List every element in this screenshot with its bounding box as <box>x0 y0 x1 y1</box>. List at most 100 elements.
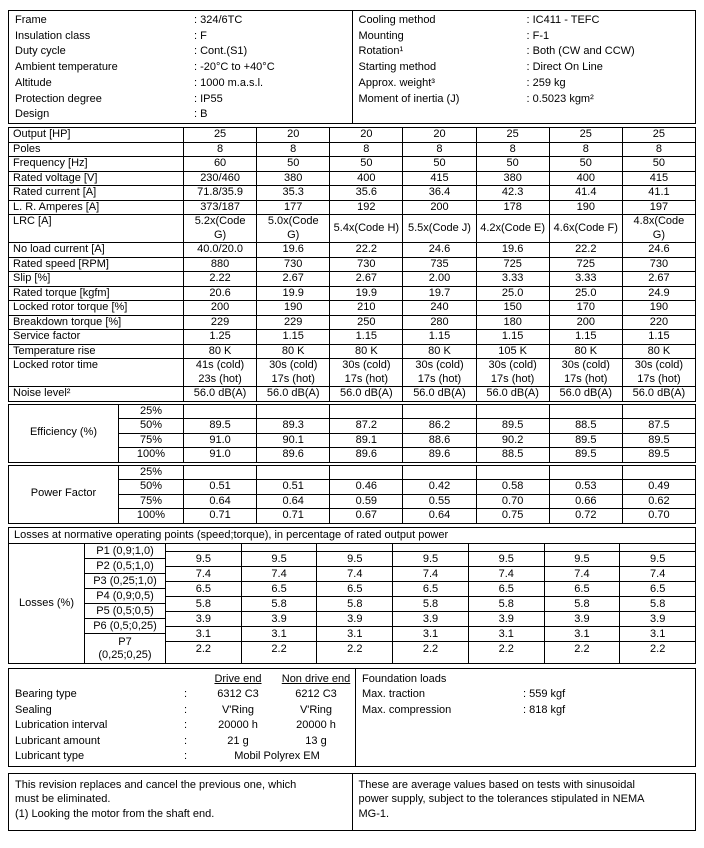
bearing-row-label: Lubrication interval <box>15 719 108 732</box>
spec-cell: 5.4x(Code H) <box>329 214 404 243</box>
bearing-header-row: Drive end Non drive end <box>9 672 355 688</box>
footer-notes: This revision replaces and cancel the pr… <box>8 772 696 831</box>
spec-row: Slip [%] 2.22 2.67 2.67 2.00 3.33 3.33 2.67 <box>8 271 697 287</box>
loss-value: 3.9 <box>544 610 620 626</box>
spec-cell: 400 <box>548 170 623 186</box>
spec-cell: 30s (cold) 17s (hot) <box>475 358 550 387</box>
loss-value: 2.2 <box>166 640 241 656</box>
power-factor-cell: 0.64 <box>256 493 331 509</box>
spec-cell: 35.6 <box>329 185 404 201</box>
spec-row: Service factor 1.25 1.15 1.15 1.15 1.15 1.15 1.… <box>8 329 697 345</box>
power-factor-cell: 0.64 <box>182 493 258 509</box>
spec-row-label: Service factor <box>8 329 184 345</box>
spec-cell: 735 <box>402 256 477 272</box>
spec-row: Breakdown torque [%] 229 229 250 280 180 200 22… <box>8 314 697 330</box>
losses-column: 9.5 7.4 6.5 5.8 3.9 3.1 2.2 <box>317 543 394 663</box>
loss-value: 5.8 <box>317 595 393 611</box>
spec-cell: 71.8/35.9 <box>182 185 258 201</box>
spec-row-label: Rated speed [RPM] <box>8 256 184 272</box>
bearing-row: Sealing: V'Ring V'Ring <box>9 703 355 719</box>
loss-value: 5.8 <box>620 595 696 611</box>
spec-cell: 230/460 <box>182 170 258 186</box>
efficiency-cell <box>329 403 404 419</box>
spec-cell: 30s (cold) 17s (hot) <box>329 358 404 387</box>
efficiency-cell <box>621 403 697 419</box>
info-value: : IP55 <box>194 92 223 105</box>
colon-separator: : <box>183 703 188 716</box>
spec-cell: 200 <box>402 199 477 215</box>
tolerance-note: These are average values based on tests … <box>358 778 644 820</box>
bearing-box: Drive end Non drive end Bearing type: 6312 … <box>9 668 356 766</box>
loss-value: 3.9 <box>468 610 544 626</box>
loss-point-label: P4 (0,9;0,5) <box>85 589 165 604</box>
loss-value: 5.8 <box>166 595 241 611</box>
power-factor-cell <box>548 464 623 480</box>
spec-cell: 380 <box>256 170 331 186</box>
losses-points-column: P1 (0,9;1,0) P2 (0,5;1,0) P3 (0,25;1,0) P4 … <box>85 543 166 663</box>
foundation-row-value: : 818 kgf <box>523 703 566 716</box>
losses-header: Losses at normative operating points (sp… <box>9 528 695 544</box>
info-row: Starting method: Direct On Line <box>359 60 696 76</box>
load-percentage: 100% <box>118 508 184 524</box>
spec-cell: 400 <box>329 170 404 186</box>
spec-cell: 197 <box>621 199 697 215</box>
info-row: Altitude: 1000 m.a.s.l. <box>15 76 352 92</box>
spec-cell: 56.0 dB(A) <box>475 386 550 402</box>
spec-cell: 8 <box>329 141 404 157</box>
load-percentage: 100% <box>118 447 184 463</box>
info-right-column: Cooling method: IC411 - TEFC Mounting: F-… <box>351 11 696 123</box>
foundation-row-value: : 559 kgf <box>523 688 566 701</box>
spec-cell: 280 <box>402 314 477 330</box>
spec-cell: 24.9 <box>621 285 697 301</box>
bearing-row-value: 21 g <box>227 734 249 747</box>
spec-cell: 50 <box>475 156 550 172</box>
spec-cell: 50 <box>329 156 404 172</box>
spec-cell: 178 <box>475 199 550 215</box>
spec-cell: 3.33 <box>548 271 623 287</box>
spec-row-label: Output [HP] <box>8 127 184 143</box>
loss-value: 9.5 <box>241 550 317 566</box>
efficiency-cell: 89.5 <box>621 447 697 463</box>
spec-row-label: LRC [A] <box>8 214 184 243</box>
spec-cell: 50 <box>548 156 623 172</box>
spec-row-label: Rated voltage [V] <box>8 170 184 186</box>
power-factor-cell: 0.55 <box>402 493 477 509</box>
loss-value: 3.9 <box>620 610 696 626</box>
spec-cell: 1.15 <box>548 329 623 345</box>
loss-point-label: P2 (0,5;1,0) <box>85 559 165 574</box>
losses-column: 9.5 7.4 6.5 5.8 3.9 3.1 2.2 <box>241 543 318 663</box>
loss-value: 9.5 <box>468 550 544 566</box>
loss-value: 9.5 <box>620 550 696 566</box>
spec-cell: 36.4 <box>402 185 477 201</box>
bearing-row-value: 13 g <box>305 734 327 747</box>
loss-value: 6.5 <box>620 580 696 596</box>
loss-point-label: P3 (0,25;1,0) <box>85 574 165 589</box>
info-row: Approx. weight³: 259 kg <box>359 76 696 92</box>
losses-grid: Losses (%) P1 (0,9;1,0) P2 (0,5;1,0) P3 (0… <box>9 543 696 663</box>
spec-cell: 40.0/20.0 <box>182 242 258 258</box>
spec-cell: 20 <box>256 127 331 143</box>
load-percentage: 25% <box>118 403 184 419</box>
spec-cell: 2.00 <box>402 271 477 287</box>
spec-row: Output [HP] 25 20 20 20 25 25 25 <box>8 127 697 143</box>
loss-value: 7.4 <box>544 565 620 581</box>
spec-cell: 30s (cold) 17s (hot) <box>402 358 477 387</box>
spec-cell: 8 <box>548 141 623 157</box>
colon-separator: : <box>183 688 188 701</box>
spec-cell: 2.67 <box>256 271 331 287</box>
bearing-row: Bearing type: 6312 C3 6212 C3 <box>9 687 355 703</box>
losses-section: Losses at normative operating points (sp… <box>8 526 696 664</box>
spec-cell: 30s (cold) 17s (hot) <box>256 358 331 387</box>
info-label: Approx. weight³ <box>358 76 435 89</box>
info-value: : 324/6TC <box>194 14 243 26</box>
loss-value: 7.4 <box>620 565 696 581</box>
bearing-row-value: Mobil Polyrex EM <box>234 750 320 763</box>
power-factor-cell: 0.64 <box>402 508 477 524</box>
foundation-title: Foundation loads <box>362 672 447 685</box>
colon-separator: : <box>183 719 188 732</box>
spec-cell: 250 <box>329 314 404 330</box>
info-value: : Cont.(S1) <box>194 45 248 58</box>
revision-note: This revision replaces and cancel the pr… <box>15 778 297 806</box>
power-factor-row: 100% 0.71 0.71 0.67 0.64 0.75 0.72 0.70 <box>9 508 697 524</box>
